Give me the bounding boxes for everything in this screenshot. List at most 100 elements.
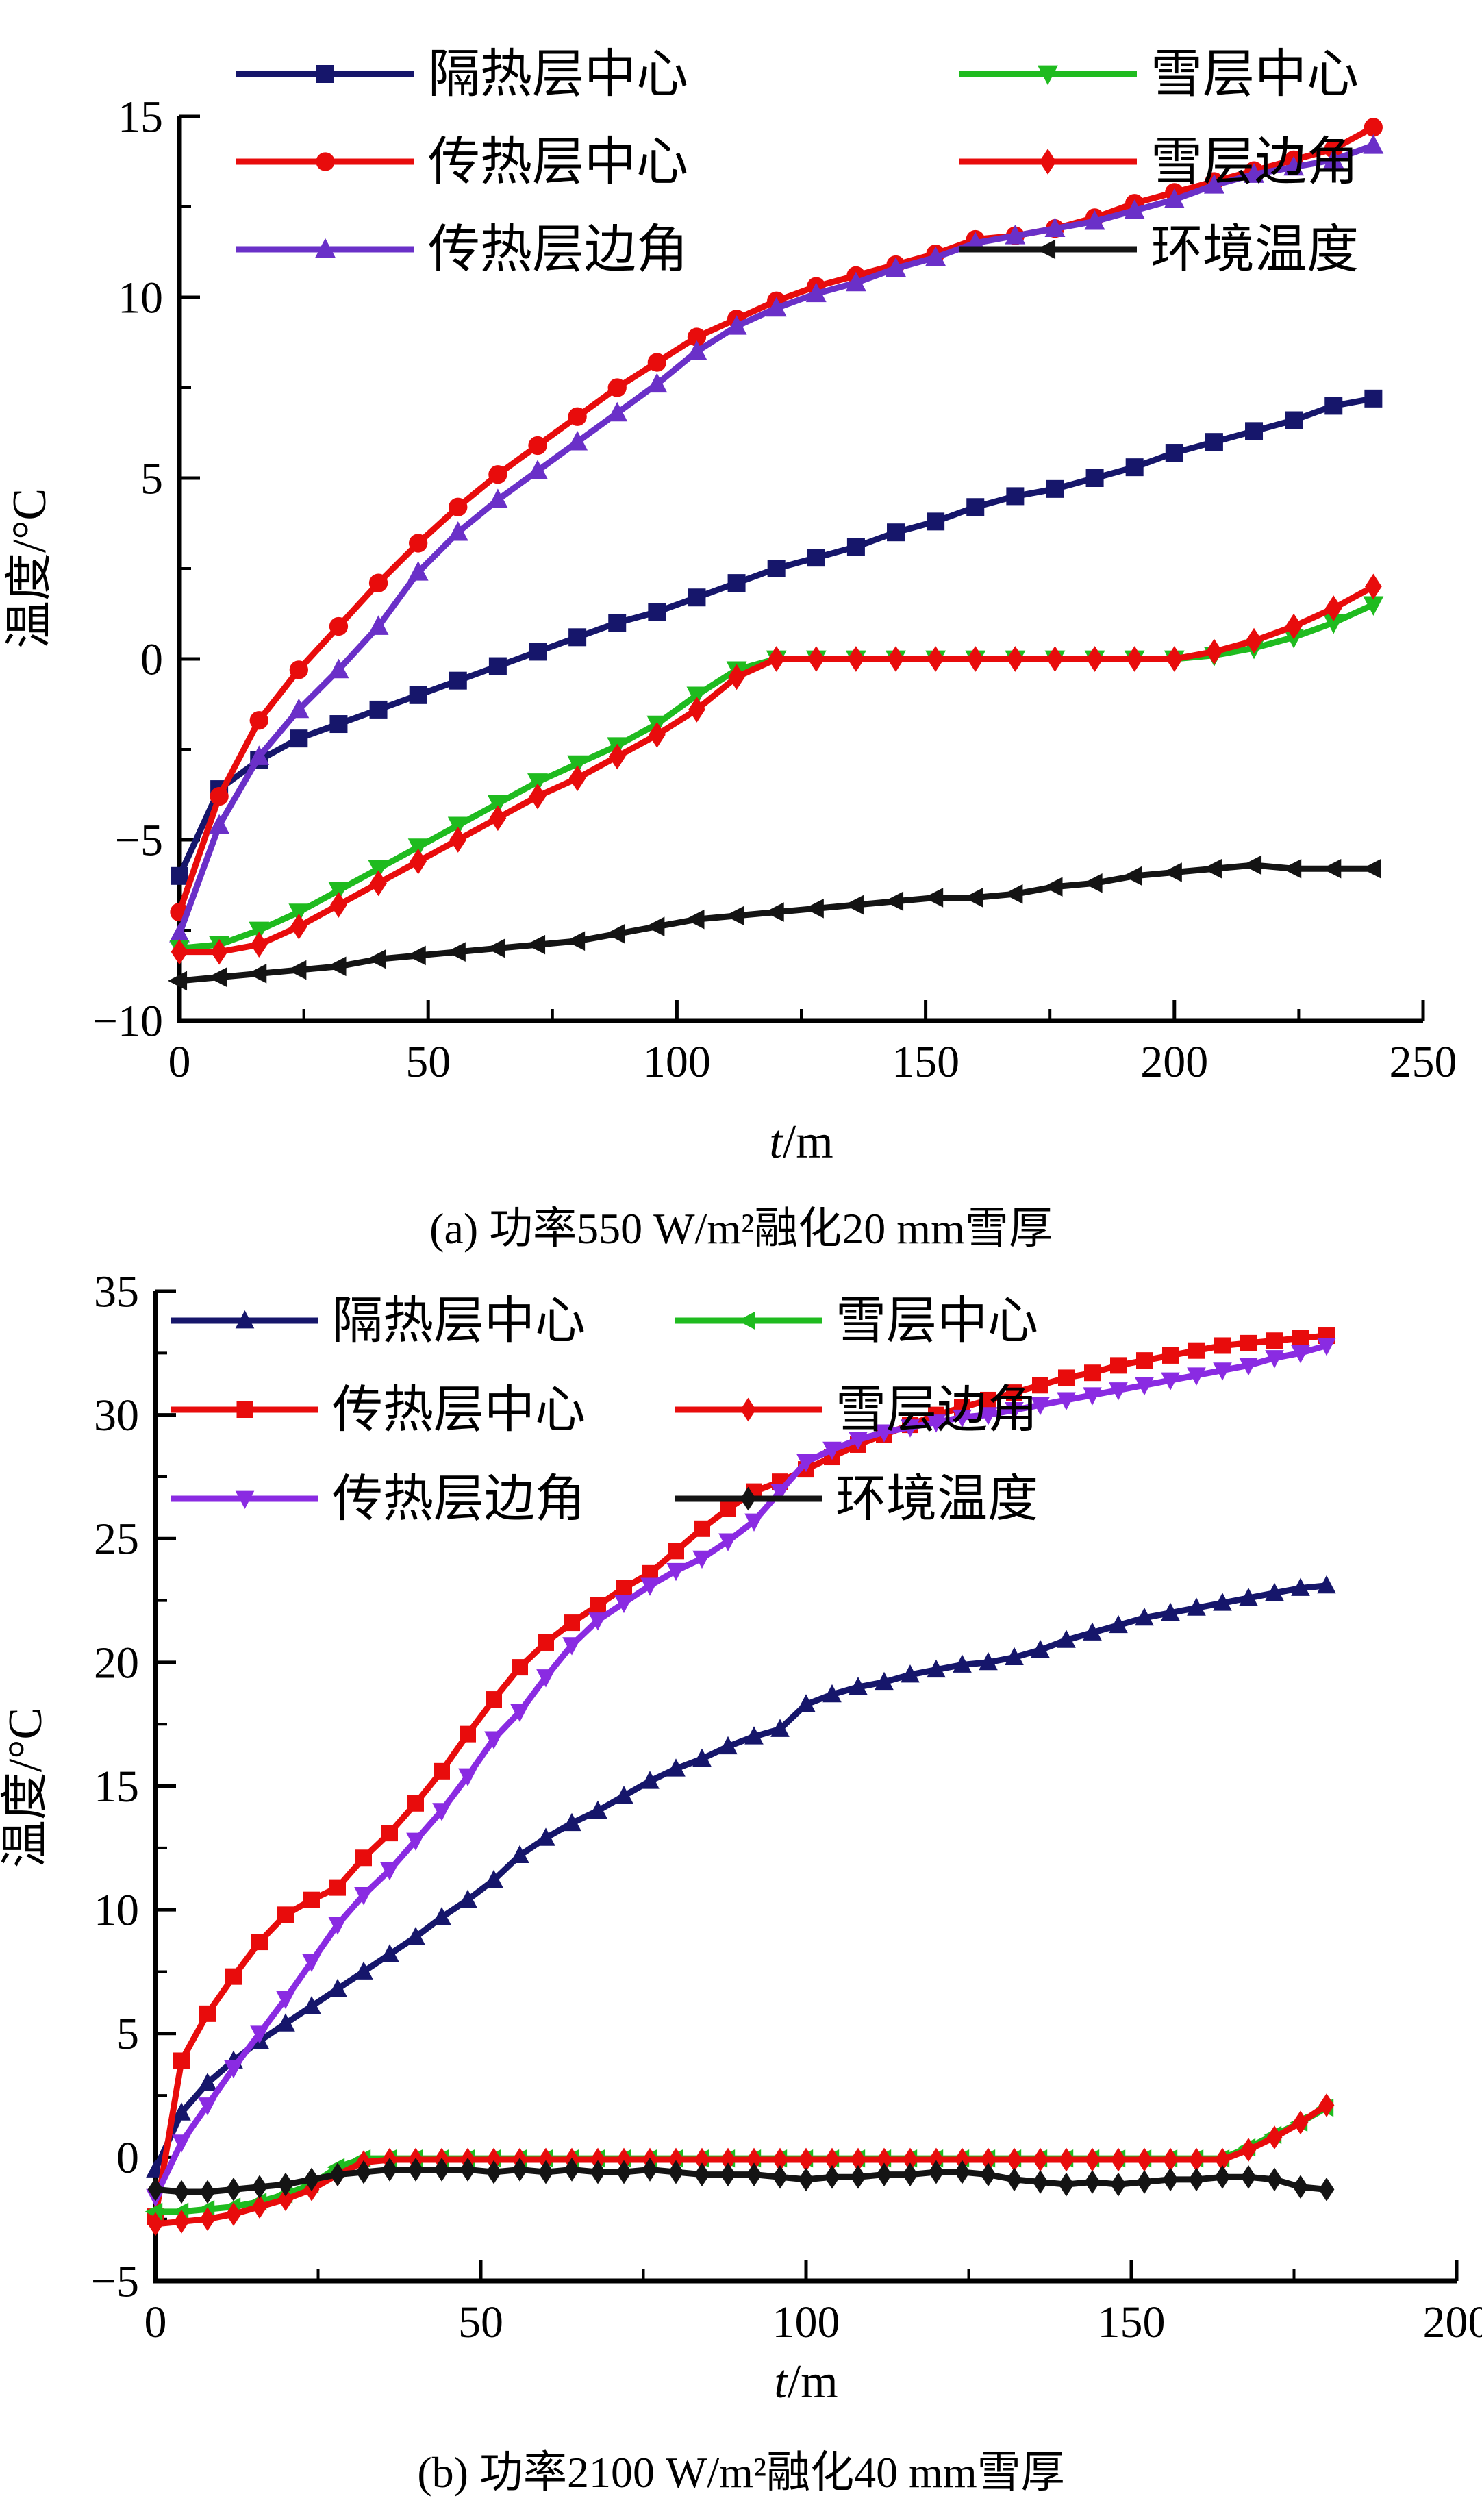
series-marker-1 — [460, 1725, 476, 1743]
series-marker-0 — [1135, 1607, 1154, 1626]
series-marker-2 — [845, 271, 866, 292]
series-marker-0 — [568, 628, 587, 647]
series-marker-1 — [980, 1391, 996, 1408]
legend-label: 雪层边角 — [1151, 134, 1359, 191]
series-marker-5 — [1282, 858, 1302, 879]
series-marker-5 — [208, 967, 227, 987]
series-marker-3 — [487, 795, 508, 815]
series-marker-1 — [1136, 1352, 1153, 1369]
series-marker-1 — [355, 1849, 372, 1867]
series-marker-1 — [564, 1614, 580, 1632]
legend-label: 环境温度 — [836, 1471, 1038, 1527]
y-tick-label: −5 — [115, 815, 163, 865]
series-marker-0 — [1083, 1622, 1102, 1641]
series-marker-1 — [210, 786, 229, 806]
y-tick-label: 10 — [94, 1886, 139, 1936]
series-marker-3 — [1323, 614, 1344, 634]
series-marker-0 — [380, 1944, 399, 1962]
series-marker-0 — [770, 1719, 790, 1737]
x-tick-label: 150 — [1098, 2297, 1166, 2347]
series-marker-2 — [380, 1862, 399, 1881]
series-marker-5 — [1084, 2170, 1101, 2194]
series-marker-4 — [694, 2147, 710, 2172]
series-marker-0 — [692, 1748, 712, 1767]
series-marker-5 — [720, 2162, 736, 2187]
series-marker-0 — [1265, 1582, 1284, 1601]
x-axis-label: t/m — [774, 2356, 838, 2408]
series-marker-5 — [1266, 2167, 1283, 2192]
chart-b-plot: 0 50 100 150 200−505101520253035t/m温度/°C隔热层中… — [0, 1267, 1482, 2408]
series-marker-0 — [484, 1869, 503, 1888]
chart-b-caption: (b) 功率2100 W/m²融化40 mm雪厚 — [417, 2448, 1065, 2497]
series-marker-5 — [850, 2165, 866, 2189]
y-tick-label: 20 — [94, 1638, 139, 1688]
series-marker-0 — [807, 549, 825, 567]
series-marker-5 — [645, 916, 665, 937]
series-marker-2 — [567, 430, 588, 451]
series-marker-4 — [1007, 646, 1024, 672]
series-marker-2 — [726, 314, 747, 335]
series-marker-0 — [727, 574, 746, 592]
series-marker-0 — [1085, 469, 1104, 487]
series-marker-5 — [642, 2158, 658, 2182]
series-marker-4 — [746, 2147, 762, 2172]
series-marker-5 — [538, 2160, 554, 2184]
series-marker-4 — [330, 892, 347, 918]
legend-label: 雪层边角 — [836, 1382, 1038, 1438]
series-marker-2 — [766, 297, 787, 317]
series-marker-2 — [1124, 199, 1145, 219]
series-marker-4 — [173, 2209, 190, 2234]
series-marker-5 — [798, 2167, 814, 2192]
series-marker-2 — [1161, 1372, 1180, 1391]
series-marker-4 — [1285, 613, 1303, 640]
series-marker-2 — [536, 1669, 555, 1688]
series-marker-4 — [489, 805, 507, 832]
legend-swatch-marker — [1039, 149, 1057, 175]
series-marker-0 — [966, 498, 985, 516]
series-marker-2 — [432, 1803, 451, 1821]
y-tick-label: 0 — [140, 634, 163, 684]
series-marker-0 — [1165, 444, 1183, 462]
y-tick-label: 5 — [140, 453, 163, 503]
series-marker-2 — [588, 1612, 607, 1631]
series-marker-4 — [720, 2147, 736, 2172]
series-marker-5 — [964, 888, 983, 908]
series-marker-5 — [434, 2158, 450, 2182]
series-marker-1 — [434, 1762, 450, 1780]
series-marker-2 — [849, 1432, 868, 1450]
series-marker-3 — [567, 755, 588, 775]
series-marker-2 — [1031, 1397, 1050, 1416]
series-marker-4 — [225, 2202, 242, 2226]
series-marker-2 — [250, 2025, 269, 2044]
series-marker-0 — [458, 1889, 477, 1908]
series-marker-2 — [614, 1595, 633, 1614]
series-marker-4 — [486, 2147, 502, 2172]
series-marker-0 — [1205, 433, 1223, 451]
series-marker-3 — [1363, 596, 1384, 616]
series-marker-5 — [1188, 2167, 1205, 2192]
series-marker-3 — [407, 838, 429, 858]
series-marker-2 — [1213, 1362, 1232, 1381]
series-marker-0 — [648, 603, 666, 621]
series-marker-2 — [692, 1550, 712, 1569]
series-marker-4 — [768, 646, 786, 672]
series-marker-4 — [199, 2207, 216, 2232]
series-marker-2 — [1109, 1382, 1128, 1401]
series-marker-2 — [718, 1533, 738, 1551]
series-marker-0 — [529, 643, 547, 661]
series-marker-5 — [1240, 2165, 1257, 2189]
series-marker-5 — [1322, 858, 1342, 879]
series-marker-2 — [249, 745, 270, 765]
series-marker-0 — [927, 512, 945, 531]
legend-label: 传热层中心 — [428, 134, 688, 191]
series-marker-2 — [368, 615, 389, 635]
series-marker-5 — [668, 2160, 684, 2184]
series-marker-5 — [460, 2158, 476, 2182]
series-marker-5 — [1083, 873, 1103, 893]
series-marker-2 — [805, 282, 827, 303]
series-marker-0 — [171, 866, 188, 885]
series-marker-0 — [406, 1926, 425, 1945]
series-marker-2 — [1323, 149, 1344, 169]
series-marker-0 — [1291, 1577, 1310, 1596]
x-axis-label: t/m — [769, 1116, 833, 1169]
